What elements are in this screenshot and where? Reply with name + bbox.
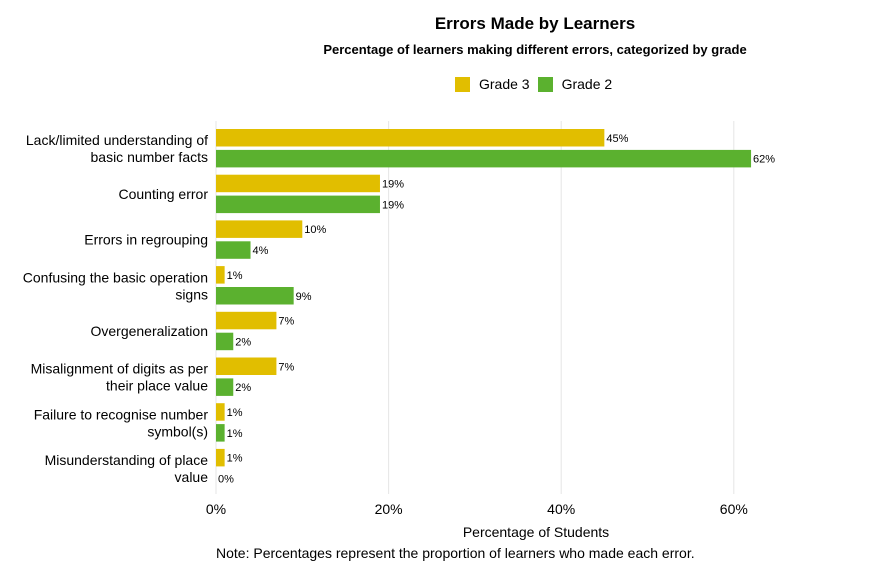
bar-grade-2	[216, 149, 752, 168]
category-label: Counting error	[119, 186, 209, 202]
bar-grade-3	[216, 448, 225, 467]
bar-value-label: 7%	[278, 316, 294, 328]
x-tick-label: 0%	[206, 501, 226, 517]
legend-label-grade-2: Grade 2	[561, 76, 613, 92]
category-label: symbol(s)	[147, 423, 208, 439]
bar-grade-2	[216, 195, 380, 214]
legend-item-grade-3: Grade 3	[455, 76, 530, 92]
bar-grade-3	[216, 311, 277, 330]
category-label: basic number facts	[91, 149, 209, 165]
category-label: Failure to recognise number	[34, 406, 209, 422]
legend-swatch-grade-3	[455, 76, 470, 92]
bar-grade-3	[216, 174, 380, 193]
bar-value-label: 1%	[227, 270, 243, 282]
category-label: Confusing the basic operation	[23, 269, 208, 285]
bar-grade-2	[216, 287, 294, 305]
bar-value-label: 45%	[606, 133, 628, 145]
bar-grade-3	[216, 266, 225, 284]
legend-swatch-grade-2	[537, 76, 553, 92]
bar-value-label: 1%	[227, 428, 243, 440]
chart-subtitle: Percentage of learners making different …	[323, 42, 747, 57]
bar-value-label: 2%	[235, 382, 251, 394]
bar-value-label: 4%	[253, 245, 269, 257]
bar-grade-3	[216, 357, 277, 375]
bar-value-label: 7%	[278, 361, 294, 373]
chart-title: Errors Made by Learners	[434, 14, 636, 33]
category-label: Overgeneralization	[90, 323, 208, 339]
category-label: Misalignment of digits as per	[31, 361, 209, 377]
bar-grade-3	[216, 220, 303, 238]
bar-grade-2	[216, 378, 234, 396]
chart-note: Note: Percentages represent the proporti…	[216, 545, 695, 561]
bar-value-label: 0%	[218, 474, 234, 486]
bar-grade-3	[216, 129, 605, 147]
legend-item-grade-2: Grade 2	[537, 76, 613, 92]
bar-grade-3	[216, 403, 225, 421]
bar-value-label: 19%	[382, 178, 404, 190]
legend-label-grade-3: Grade 3	[479, 76, 530, 92]
bar-value-label: 9%	[296, 291, 312, 303]
category-label: value	[175, 469, 209, 485]
bar-value-label: 2%	[235, 336, 251, 348]
chart-legend: Grade 3 Grade 2	[455, 76, 620, 92]
category-label: Misunderstanding of place	[45, 452, 209, 468]
x-tick-label: 20%	[375, 501, 403, 517]
bar-grade-2	[216, 332, 234, 351]
bar-value-label: 1%	[227, 453, 243, 465]
bar-value-label: 10%	[304, 224, 326, 236]
x-tick-label: 60%	[720, 501, 748, 517]
bar-value-label: 1%	[227, 407, 243, 419]
category-label: Errors in regrouping	[84, 232, 208, 248]
bar-grade-2	[216, 241, 251, 259]
category-label: their place value	[106, 378, 208, 394]
bar-grade-2	[216, 424, 225, 442]
category-label: Lack/limited understanding of	[26, 132, 208, 148]
x-tick-label: 40%	[547, 501, 575, 517]
bar-value-label: 62%	[753, 154, 775, 166]
x-axis-label: Percentage of Students	[463, 524, 609, 540]
category-label: signs	[175, 286, 208, 302]
bar-value-label: 19%	[382, 199, 404, 211]
